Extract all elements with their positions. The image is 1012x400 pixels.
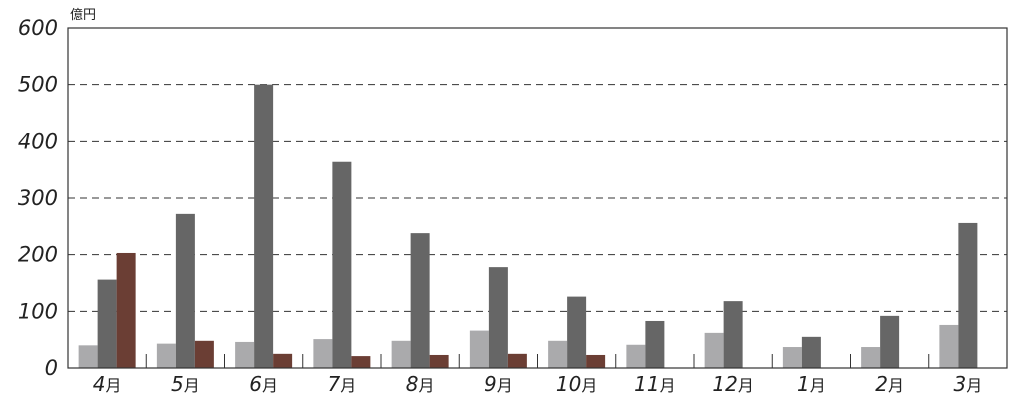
- x-tick-label: 7月: [328, 372, 357, 396]
- x-tick-number: 6: [249, 372, 262, 396]
- bar-series-2: [801, 336, 821, 368]
- bar-series-2: [332, 161, 352, 368]
- bar-series-2: [958, 222, 978, 368]
- bar-series-3: [273, 353, 293, 368]
- x-tick-number: 4: [93, 372, 106, 396]
- y-axis-unit: 億円: [70, 7, 96, 23]
- y-tick-label: 600: [18, 16, 58, 40]
- bar-series-2: [723, 301, 743, 368]
- x-tick-label: 2月: [875, 372, 904, 396]
- bars: [78, 84, 978, 369]
- x-tick-unit: 月: [262, 376, 278, 395]
- bar-series-1: [156, 343, 176, 368]
- y-tick-label: 500: [18, 73, 58, 97]
- x-tick-label: 1月: [797, 372, 826, 396]
- x-tick-unit: 月: [966, 376, 982, 395]
- x-tick-number: 12: [712, 372, 737, 396]
- y-tick-label: 300: [18, 186, 58, 210]
- bar-series-3: [116, 252, 136, 368]
- x-tick-label: 4月: [93, 372, 122, 396]
- bar-series-2: [410, 233, 430, 368]
- x-tick-label: 9月: [484, 372, 513, 396]
- bar-series-1: [469, 330, 489, 368]
- x-tick-number: 2: [875, 372, 888, 396]
- y-tick-label: 200: [18, 243, 58, 267]
- bar-series-2: [645, 320, 665, 368]
- y-tick-label: 0: [45, 356, 58, 380]
- x-tick-number: 1: [797, 372, 810, 396]
- bar-series-3: [351, 356, 371, 368]
- x-tick-number: 3: [954, 372, 967, 396]
- bar-series-1: [548, 340, 568, 368]
- bar-series-3: [507, 353, 527, 368]
- bar-series-1: [861, 347, 881, 368]
- bar-series-2: [488, 267, 508, 368]
- gridlines: [68, 84, 1007, 312]
- bar-series-1: [235, 341, 255, 368]
- x-tick-label: 6月: [249, 372, 278, 396]
- x-tick-unit: 月: [810, 376, 826, 395]
- x-tick-label: 8月: [406, 372, 435, 396]
- bar-series-2: [567, 296, 587, 368]
- x-tick-unit: 月: [105, 376, 121, 395]
- bar-series-1: [313, 339, 333, 368]
- x-tick-label: 10月: [556, 372, 597, 396]
- bar-series-3: [429, 354, 449, 368]
- y-tick-label: 400: [18, 129, 58, 153]
- bar-series-2: [254, 84, 274, 369]
- bar-series-1: [626, 344, 646, 368]
- x-tick-label: 12月: [712, 372, 753, 396]
- x-tick-number: 8: [406, 372, 419, 396]
- x-tick-number: 5: [171, 372, 184, 396]
- x-tick-number: 10: [556, 372, 581, 396]
- y-tick-label: 100: [18, 299, 58, 323]
- x-tick-label: 11月: [634, 372, 675, 396]
- x-tick-unit: 月: [888, 376, 904, 395]
- x-tick-unit: 月: [418, 376, 434, 395]
- x-tick-unit: 月: [738, 376, 754, 395]
- x-tick-number: 9: [484, 372, 497, 396]
- bar-series-1: [782, 347, 802, 368]
- bar-series-3: [586, 354, 606, 368]
- x-tick-number: 11: [634, 372, 659, 396]
- bar-series-1: [704, 332, 724, 368]
- bar-series-1: [939, 324, 959, 368]
- bar-series-1: [391, 340, 411, 368]
- bar-series-2: [97, 279, 117, 368]
- bar-series-3: [194, 340, 214, 368]
- bar-series-2: [175, 213, 195, 368]
- x-tick-number: 7: [328, 372, 341, 396]
- x-tick-unit: 月: [340, 376, 356, 395]
- x-tick-unit: 月: [581, 376, 597, 395]
- bar-series-2: [880, 315, 900, 368]
- bar-series-1: [78, 345, 98, 368]
- x-tick-label: 5月: [171, 372, 200, 396]
- x-tick-unit: 月: [184, 376, 200, 395]
- x-tick-unit: 月: [660, 376, 676, 395]
- x-tick-unit: 月: [497, 376, 513, 395]
- x-tick-label: 3月: [954, 372, 983, 396]
